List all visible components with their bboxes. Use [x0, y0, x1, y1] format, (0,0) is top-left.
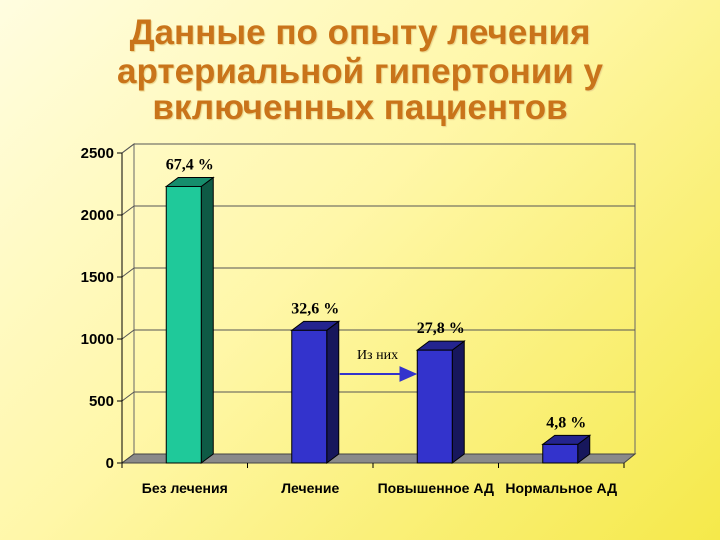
bar	[165, 185, 202, 464]
data-label: 27,8 %	[417, 320, 465, 337]
bar	[542, 443, 579, 464]
slide-title-line-3: включенных пациентов	[152, 88, 568, 127]
slide-title-line-2: артериальной гипертонии у	[117, 52, 603, 91]
annotation-label: Из них	[357, 348, 398, 363]
bar	[416, 349, 453, 464]
plot-side-wall	[121, 143, 135, 464]
gridline-side	[121, 267, 135, 278]
x-tick-label: Повышенное АД	[378, 480, 494, 496]
data-label: 4,8 %	[546, 414, 586, 431]
bar-side	[326, 320, 340, 464]
y-tick-label: 2000	[81, 207, 114, 224]
data-label: 67,4 %	[166, 156, 214, 173]
y-tick-label: 1000	[81, 331, 114, 348]
x-tick-label: Лечение	[281, 480, 339, 496]
x-tick-label: Без лечения	[142, 480, 228, 496]
slide-title-line-1: Данные по опыту лечения	[129, 13, 591, 52]
x-tick-label: Нормальное АД	[505, 480, 617, 496]
bar-side	[200, 176, 214, 464]
y-tick-label: 1500	[81, 269, 114, 286]
y-tick-label: 500	[89, 393, 114, 410]
gridline-side	[121, 329, 135, 340]
gridline-side	[121, 143, 135, 154]
y-tick-label: 2500	[81, 145, 114, 162]
gridline-side	[121, 205, 135, 216]
plot-floor	[120, 453, 637, 464]
gridline-side	[121, 391, 135, 402]
data-label: 32,6 %	[291, 300, 339, 317]
bar-side	[451, 340, 465, 464]
y-tick-label: 0	[106, 455, 114, 472]
bar	[291, 329, 328, 464]
